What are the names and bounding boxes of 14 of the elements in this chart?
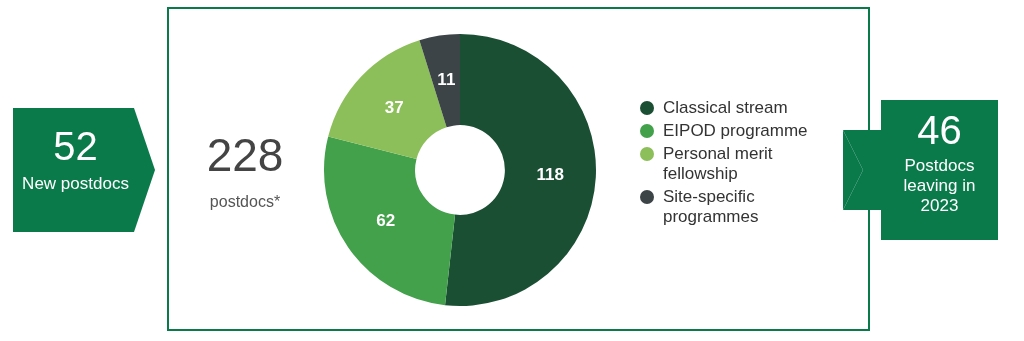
legend-label: EIPOD programme bbox=[663, 121, 808, 141]
text: 228 bbox=[205, 128, 285, 182]
data-label: 62 bbox=[376, 211, 396, 231]
data-label: 118 bbox=[536, 164, 565, 184]
legend-label: Classical stream bbox=[663, 98, 788, 118]
text: 52 bbox=[52, 124, 99, 168]
text: 46 bbox=[916, 108, 963, 152]
text: postdocs* bbox=[208, 193, 282, 211]
data-label: 37 bbox=[384, 97, 404, 117]
legend-label: Site-specific programmes bbox=[663, 187, 760, 227]
text: Postdocs leaving in 2023 bbox=[902, 156, 977, 216]
data-label: 11 bbox=[437, 70, 456, 90]
legend-label: Personal merit fellowship bbox=[663, 144, 774, 184]
text: New postdocs bbox=[21, 174, 130, 194]
